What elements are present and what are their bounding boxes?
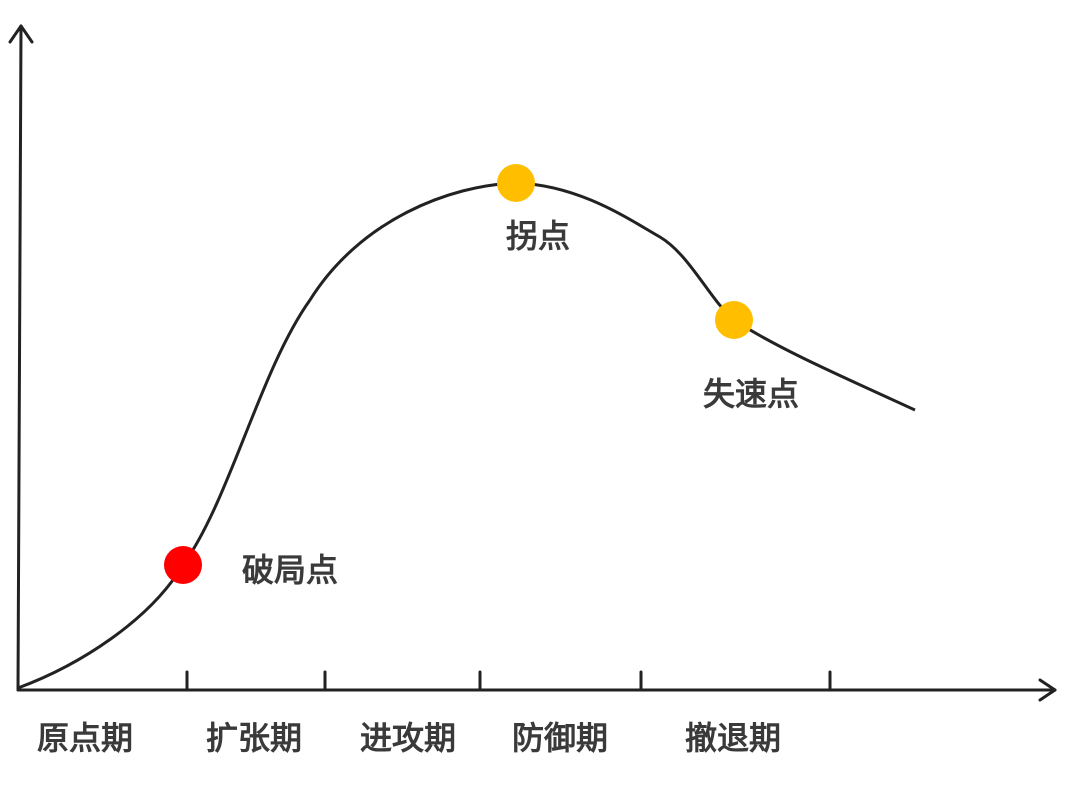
y-arrow	[8, 24, 34, 44]
axes	[8, 24, 1057, 702]
y-axis	[16, 24, 23, 692]
point-label: 破局点	[242, 551, 338, 589]
phase-label: 撤退期	[685, 719, 781, 757]
point-label: 拐点	[506, 217, 570, 255]
point-marker	[715, 301, 753, 339]
phase-label: 原点期	[37, 719, 133, 757]
phase-label: 进攻期	[360, 719, 456, 757]
curve	[17, 181, 916, 690]
x-arrow	[1038, 678, 1057, 702]
phase-label: 防御期	[512, 719, 608, 757]
phase-label: 扩张期	[206, 719, 302, 757]
point-label: 失速点	[703, 375, 799, 413]
point-marker	[164, 546, 202, 584]
point-marker	[497, 164, 535, 202]
